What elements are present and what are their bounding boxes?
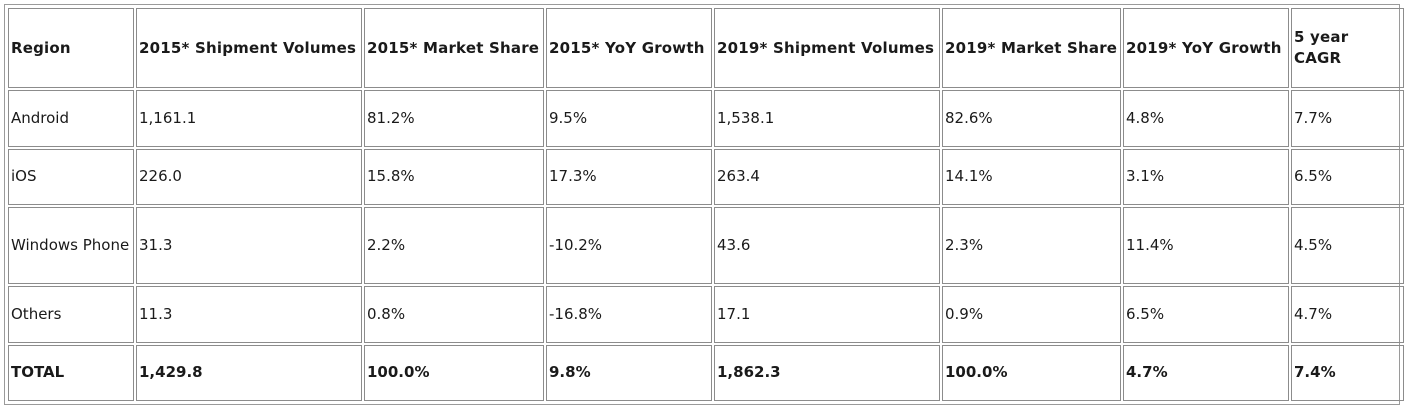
column-header: 2015* YoY Growth xyxy=(546,8,712,89)
table-cell: -10.2% xyxy=(546,206,712,285)
total-cell: 1,429.8 xyxy=(136,344,362,401)
table-cell: 4.5% xyxy=(1291,206,1404,285)
table-row: Windows Phone 31.3 2.2% -10.2% 43.6 2.3% 11.4%… xyxy=(8,206,1404,285)
total-cell: 4.7% xyxy=(1123,344,1289,401)
row-label-cell: Windows Phone xyxy=(8,206,134,285)
table-cell: 0.8% xyxy=(364,286,544,343)
table-cell: 31.3 xyxy=(136,206,362,285)
table-cell: 226.0 xyxy=(136,148,362,205)
data-table-container: Region 2015* Shipment Volumes 2015* Market… xyxy=(4,4,1404,405)
column-header: Region xyxy=(8,8,134,89)
table-cell: 4.7% xyxy=(1291,286,1404,343)
table-cell: 2.2% xyxy=(364,206,544,285)
column-header: 2015* Market Share xyxy=(364,8,544,89)
table-row: Android 1,161.1 81.2% 9.5% 1,538.1 82.6% 4.8% 7… xyxy=(8,90,1404,147)
column-header: 2019* Shipment Volumes xyxy=(714,8,940,89)
total-cell: 9.8% xyxy=(546,344,712,401)
table-cell: 43.6 xyxy=(714,206,940,285)
total-cell: 100.0% xyxy=(364,344,544,401)
total-label-cell: TOTAL xyxy=(8,344,134,401)
table-cell: 81.2% xyxy=(364,90,544,147)
table-cell: 6.5% xyxy=(1291,148,1404,205)
table-cell: 7.7% xyxy=(1291,90,1404,147)
row-label-cell: Android xyxy=(8,90,134,147)
table-cell: 4.8% xyxy=(1123,90,1289,147)
table-cell: 15.8% xyxy=(364,148,544,205)
column-header: 2019* YoY Growth xyxy=(1123,8,1289,89)
table-cell: 11.4% xyxy=(1123,206,1289,285)
table-row: iOS 226.0 15.8% 17.3% 263.4 14.1% 3.1% 6.5% xyxy=(8,148,1404,205)
total-cell: 1,862.3 xyxy=(714,344,940,401)
table-cell: 6.5% xyxy=(1123,286,1289,343)
table-cell: 82.6% xyxy=(942,90,1121,147)
table-cell: 17.3% xyxy=(546,148,712,205)
table-cell: 17.1 xyxy=(714,286,940,343)
table-cell: 263.4 xyxy=(714,148,940,205)
table-cell: 3.1% xyxy=(1123,148,1289,205)
column-header: 2015* Shipment Volumes xyxy=(136,8,362,89)
table-cell: 9.5% xyxy=(546,90,712,147)
row-label-cell: Others xyxy=(8,286,134,343)
column-header: 5 year CAGR xyxy=(1291,8,1404,89)
column-header: 2019* Market Share xyxy=(942,8,1121,89)
data-table: Region 2015* Shipment Volumes 2015* Market… xyxy=(6,6,1404,403)
header-row: Region 2015* Shipment Volumes 2015* Market… xyxy=(8,8,1404,89)
total-cell: 100.0% xyxy=(942,344,1121,401)
total-cell: 7.4% xyxy=(1291,344,1404,401)
table-cell: 1,538.1 xyxy=(714,90,940,147)
row-label-cell: iOS xyxy=(8,148,134,205)
total-row: TOTAL 1,429.8 100.0% 9.8% 1,862.3 100.0% 4.7% 7… xyxy=(8,344,1404,401)
table-body: Region 2015* Shipment Volumes 2015* Market… xyxy=(8,8,1404,401)
table-cell: 14.1% xyxy=(942,148,1121,205)
table-cell: 2.3% xyxy=(942,206,1121,285)
table-cell: 11.3 xyxy=(136,286,362,343)
table-cell: -16.8% xyxy=(546,286,712,343)
table-row: Others 11.3 0.8% -16.8% 17.1 0.9% 6.5% 4.7% xyxy=(8,286,1404,343)
table-cell: 0.9% xyxy=(942,286,1121,343)
table-cell: 1,161.1 xyxy=(136,90,362,147)
